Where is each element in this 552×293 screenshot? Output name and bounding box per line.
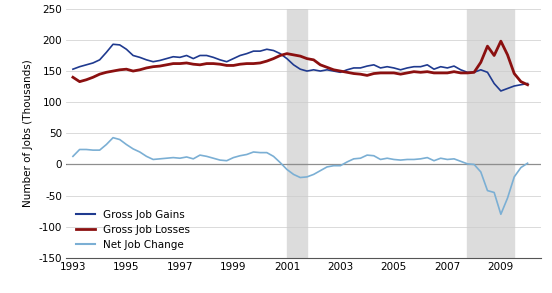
Legend: Gross Job Gains, Gross Job Losses, Net Job Change: Gross Job Gains, Gross Job Losses, Net J… [76, 210, 190, 250]
Y-axis label: Number of Jobs (Thousands): Number of Jobs (Thousands) [23, 59, 33, 207]
Bar [468, 9, 514, 258]
Bar [287, 9, 307, 258]
